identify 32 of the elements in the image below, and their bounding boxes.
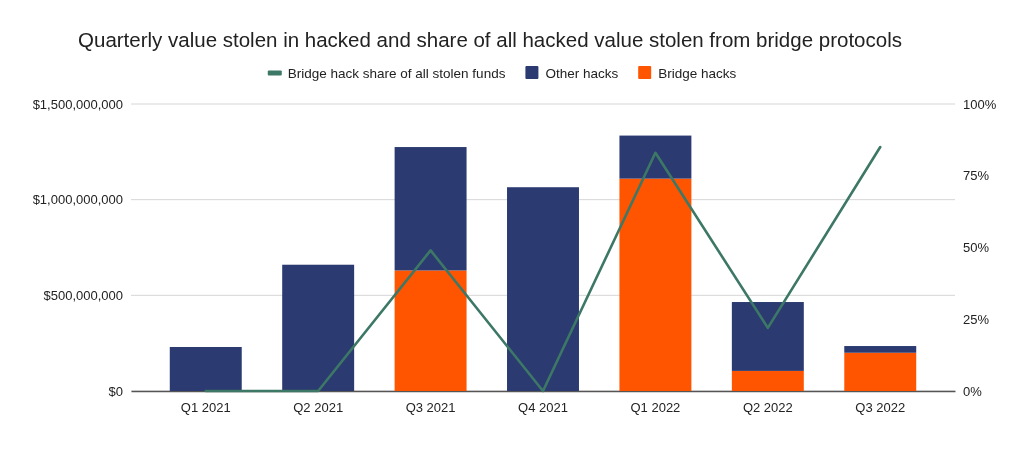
y2-tick-label: 50% (963, 240, 990, 256)
bar (844, 352, 917, 391)
y-tick-label: $500,000,000 (43, 287, 123, 303)
bar (394, 147, 467, 271)
bar (619, 178, 692, 391)
legend-label: Bridge hacks (658, 65, 737, 81)
x-tick-label: Q3 2022 (855, 400, 906, 416)
legend-label: Other hacks (545, 65, 619, 81)
y-tick-label: $1,500,000,000 (32, 96, 123, 112)
x-tick-label: Q3 2021 (405, 400, 456, 416)
line-series (204, 145, 882, 393)
y-tick-label: $1,000,000,000 (32, 192, 123, 208)
chart-title: Quarterly value stolen in hacked and share of all hacked value stolen from bridge protocols (78, 28, 902, 51)
bar (507, 187, 579, 391)
bar (731, 370, 804, 391)
bar (282, 264, 355, 391)
x-tick-label: Q2 2022 (742, 400, 793, 416)
y2-tick-label: 0% (963, 383, 983, 399)
bar (169, 346, 242, 391)
x-tick-label: Q2 2021 (293, 400, 344, 416)
y2-tick-label: 75% (963, 168, 990, 184)
x-tick-label: Q1 2022 (630, 400, 681, 416)
y-tick-label: $0 (108, 383, 123, 399)
x-tick-label: Q4 2021 (518, 400, 568, 416)
bar (844, 346, 917, 353)
bar (394, 270, 467, 391)
legend-label: Bridge hack share of all stolen funds (287, 65, 506, 81)
x-tick-label: Q1 2021 (180, 400, 231, 416)
bar (619, 135, 692, 179)
bar (731, 302, 804, 371)
y2-tick-label: 25% (963, 311, 990, 327)
y2-tick-label: 100% (963, 96, 997, 112)
